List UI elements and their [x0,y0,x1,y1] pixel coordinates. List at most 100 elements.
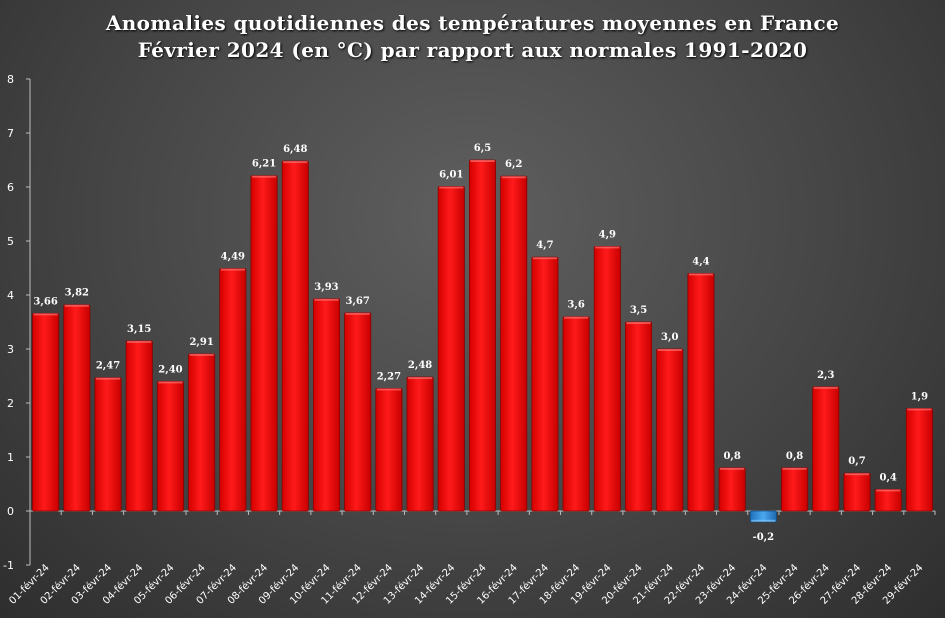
bar [625,321,653,512]
bar-highlight [532,257,558,260]
bar-highlight [720,467,745,470]
bar-highlight [439,186,464,189]
data-label: 0,8 [723,451,740,462]
bar [874,488,902,512]
bar-highlight [407,377,433,380]
bar-highlight [95,377,121,380]
bar [188,353,216,512]
bar [500,175,528,512]
bar [219,268,247,512]
bar-highlight [657,349,682,351]
data-label: 6,48 [283,144,307,155]
bar [781,467,809,512]
data-label: 1,9 [911,391,928,402]
data-label: 3,93 [314,282,338,293]
bar [531,256,559,512]
bar [905,407,933,512]
data-label: 6,01 [439,169,463,180]
bar-highlight [251,175,277,178]
bar [312,298,340,512]
bar-highlight [283,161,308,164]
bar-highlight [626,322,651,324]
bar [281,160,309,512]
bar [687,272,715,512]
bar [94,377,122,512]
bar-highlight [189,353,214,356]
bar [656,348,684,512]
bar-highlight [844,473,870,476]
bar [593,245,621,512]
data-label: 2,3 [817,370,834,381]
y-tick-label: 4 [7,289,14,302]
bar [125,340,153,512]
data-label: 3,67 [345,296,369,307]
bar-highlight [688,273,714,276]
bar-highlight [64,304,89,307]
data-label: 0,7 [848,456,865,467]
data-label: 6,2 [505,159,522,170]
data-label: 6,5 [474,143,491,154]
y-tick-label: 7 [7,127,14,140]
data-label: 2,40 [158,364,182,375]
bar-highlight [220,268,245,271]
bar-highlight [376,388,401,391]
bar-highlight [595,246,620,249]
bar [843,472,871,512]
data-label: 4,4 [692,256,709,267]
data-label: 4,7 [536,240,553,251]
bar [63,304,91,512]
bar [32,312,60,512]
bar [344,312,372,512]
data-label: 2,27 [377,371,401,382]
bar [437,186,465,512]
data-label: -0,2 [753,532,775,543]
data-label: 4,49 [221,252,245,263]
bar-highlight [127,340,152,343]
bar [812,386,840,512]
bar-highlight [314,298,339,301]
bar [468,159,497,512]
y-tick-label: 3 [7,343,14,356]
y-tick-label: 2 [7,397,14,410]
y-tick-label: 0 [7,505,14,518]
bar [718,467,746,512]
bar-highlight [876,489,901,492]
data-label: 3,15 [127,324,151,335]
data-label: 6,21 [252,159,276,170]
data-label: 3,82 [65,288,89,299]
chart-title: Anomalies quotidiennes des températures … [105,11,840,35]
bar [250,175,278,512]
y-tick-label: 5 [7,235,14,248]
data-label: 0,8 [786,451,803,462]
bar [156,380,184,512]
bar-highlight [564,316,589,319]
y-tick-label: -1 [3,559,14,572]
data-label: 4,9 [599,229,616,240]
bar-highlight [345,312,370,315]
data-label: 3,0 [661,332,678,343]
bar-highlight [813,386,838,389]
y-tick-label: 6 [7,181,14,194]
bar-highlight [158,381,183,384]
bar [375,388,403,512]
bar-highlight [782,467,807,470]
y-tick-label: 1 [7,451,14,464]
bar [406,376,434,512]
data-label: 3,5 [630,305,647,316]
bar-highlight [751,519,776,522]
bar-highlight [907,408,932,411]
bar [562,316,590,512]
bar-highlight [501,176,526,179]
bars-layer [32,159,933,523]
bar-highlight [470,160,495,162]
chart-subtitle: Février 2024 (en °C) par rapport aux nor… [137,38,808,62]
bar-highlight [33,313,58,316]
data-label: 2,47 [96,361,120,372]
y-tick-label: 8 [7,73,14,86]
data-label: 3,66 [33,296,57,307]
data-label: 3,6 [567,300,584,311]
data-label: 0,4 [879,472,896,483]
data-label: 2,48 [408,360,432,371]
